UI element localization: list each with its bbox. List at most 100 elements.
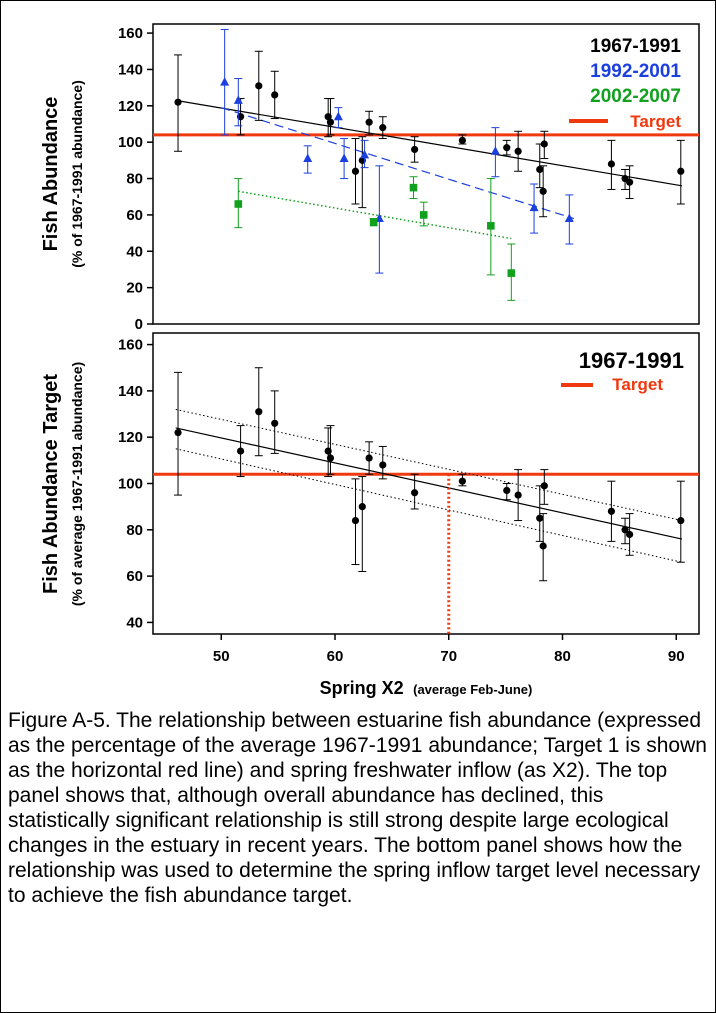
top-data-point bbox=[369, 218, 378, 226]
bottom-y-tick-label: 40 bbox=[126, 614, 143, 631]
top-data-point bbox=[514, 147, 522, 155]
top-y-tick-label: 140 bbox=[118, 61, 143, 78]
top-data-point bbox=[326, 118, 335, 126]
top-data-point bbox=[607, 160, 616, 168]
bottom-data-point bbox=[411, 489, 419, 497]
bottom-legend-target-label: Target bbox=[612, 375, 663, 394]
bottom-data-point bbox=[503, 486, 511, 495]
top-data-point bbox=[539, 187, 547, 195]
top-data-point bbox=[333, 111, 343, 121]
top-data-point bbox=[271, 91, 279, 99]
bottom-data-point bbox=[236, 447, 245, 455]
top-data-point bbox=[487, 222, 495, 230]
top-data-point bbox=[409, 183, 418, 192]
top-data-point bbox=[490, 146, 500, 155]
top-data-point bbox=[507, 269, 516, 277]
top-trend-line bbox=[221, 107, 575, 220]
top-data-point bbox=[303, 153, 313, 163]
top-y-tick-label: 160 bbox=[118, 25, 143, 42]
bottom-data-point bbox=[536, 514, 544, 522]
top-data-point bbox=[365, 118, 373, 126]
bottom-y-tick-label: 80 bbox=[126, 522, 143, 539]
top-data-point bbox=[458, 136, 466, 144]
top-data-point bbox=[174, 98, 182, 106]
x-axis-title-main: Spring X2 bbox=[320, 678, 404, 698]
x-tick-label: 80 bbox=[554, 648, 571, 665]
bottom-y-axis-title: Fish Abundance Target bbox=[40, 374, 62, 594]
top-trend-line bbox=[175, 99, 683, 187]
top-y-axis: 0 20 40 60 80 100 120 140 160 bbox=[118, 25, 153, 333]
top-data-point bbox=[677, 167, 685, 175]
top-data-point bbox=[529, 202, 539, 212]
x-tick-label: 50 bbox=[213, 648, 230, 665]
top-data-point bbox=[540, 140, 548, 148]
top-data-point bbox=[360, 149, 370, 159]
bottom-data-point bbox=[621, 526, 629, 534]
bottom-data-point bbox=[539, 542, 547, 550]
bottom-data-point bbox=[626, 530, 634, 539]
bottom-data-point bbox=[326, 454, 335, 462]
bottom-y-axis: 40 60 80 100 120 140 160 bbox=[118, 337, 153, 631]
figure-chart: 0 20 40 60 80 100 120 140 160 Fish Abundance (% … bbox=[40, 23, 700, 698]
bottom-data-point bbox=[677, 516, 685, 525]
x-axis-title-sub: (average Feb-June) bbox=[413, 682, 532, 697]
bottom-data-point bbox=[271, 419, 279, 427]
top-y-tick-label: 120 bbox=[118, 98, 143, 115]
bottom-data-point bbox=[365, 454, 373, 462]
bottom-trend-line bbox=[175, 427, 683, 540]
top-panel: 0 20 40 60 80 100 120 140 160 Fish Abundance (% … bbox=[40, 23, 700, 333]
top-y-tick-label: 60 bbox=[126, 207, 143, 224]
top-data-point bbox=[536, 165, 544, 174]
top-data-point bbox=[220, 77, 230, 86]
top-y-tick-label: 0 bbox=[135, 316, 143, 333]
bottom-data-point bbox=[514, 491, 522, 499]
x-tick-label: 90 bbox=[668, 648, 685, 665]
top-data-point bbox=[351, 167, 360, 175]
top-legend-target-label: Target bbox=[630, 112, 681, 131]
x-tick-label: 60 bbox=[327, 648, 344, 665]
top-data-point bbox=[626, 178, 634, 186]
bottom-plot-marks bbox=[153, 367, 699, 634]
bottom-data-point bbox=[607, 507, 616, 515]
bottom-confidence-band bbox=[175, 448, 683, 563]
bottom-y-tick-label: 60 bbox=[126, 568, 143, 585]
top-legend-series-2: 1992-2001 bbox=[590, 61, 681, 82]
bottom-data-point bbox=[174, 428, 182, 437]
top-data-point bbox=[564, 213, 574, 223]
top-data-point bbox=[234, 200, 243, 208]
top-legend-series-3: 2002-2007 bbox=[590, 86, 681, 107]
top-y-tick-label: 40 bbox=[126, 243, 143, 260]
top-y-axis-subtitle: (% of 1967-1991 abundance) bbox=[69, 80, 85, 268]
top-data-point bbox=[379, 124, 387, 132]
top-legend: 1967-1991 1992-2001 2002-2007 Target bbox=[569, 36, 681, 131]
top-y-tick-label: 80 bbox=[126, 171, 143, 188]
top-data-point bbox=[411, 145, 419, 154]
bottom-x-axis: 50 60 70 80 90 bbox=[213, 634, 685, 665]
bottom-data-point bbox=[540, 482, 548, 490]
bottom-data-point bbox=[379, 461, 387, 469]
bottom-y-tick-label: 160 bbox=[118, 337, 143, 354]
top-y-tick-label: 100 bbox=[118, 134, 143, 151]
bottom-data-point bbox=[351, 516, 360, 525]
top-plot-marks bbox=[153, 28, 699, 301]
top-data-point bbox=[419, 211, 428, 219]
bottom-y-tick-label: 140 bbox=[118, 383, 143, 400]
top-y-axis-title: Fish Abundance bbox=[40, 97, 62, 252]
top-data-point bbox=[233, 95, 243, 104]
figure-caption: Figure A-5. The relationship between est… bbox=[8, 709, 707, 907]
top-data-point bbox=[503, 144, 511, 152]
x-axis-title: Spring X2 (average Feb-June) bbox=[320, 678, 533, 698]
bottom-legend: 1967-1991 Target bbox=[561, 348, 684, 394]
top-y-tick-label: 20 bbox=[126, 280, 143, 297]
bottom-plot-frame bbox=[152, 332, 700, 635]
top-data-point bbox=[255, 82, 263, 90]
bottom-y-tick-label: 120 bbox=[118, 429, 143, 446]
bottom-data-point bbox=[458, 477, 466, 485]
bottom-y-tick-label: 100 bbox=[118, 476, 143, 493]
bottom-data-point bbox=[255, 408, 263, 416]
bottom-panel: 40 60 80 100 120 140 160 50 60 70 80 90 Fish Abund… bbox=[40, 332, 700, 698]
bottom-y-axis-subtitle: (% of average 1967-1991 abundance) bbox=[69, 362, 85, 606]
bottom-legend-series-1: 1967-1991 bbox=[579, 348, 684, 373]
bottom-data-point bbox=[358, 503, 366, 511]
top-data-point bbox=[339, 153, 349, 163]
